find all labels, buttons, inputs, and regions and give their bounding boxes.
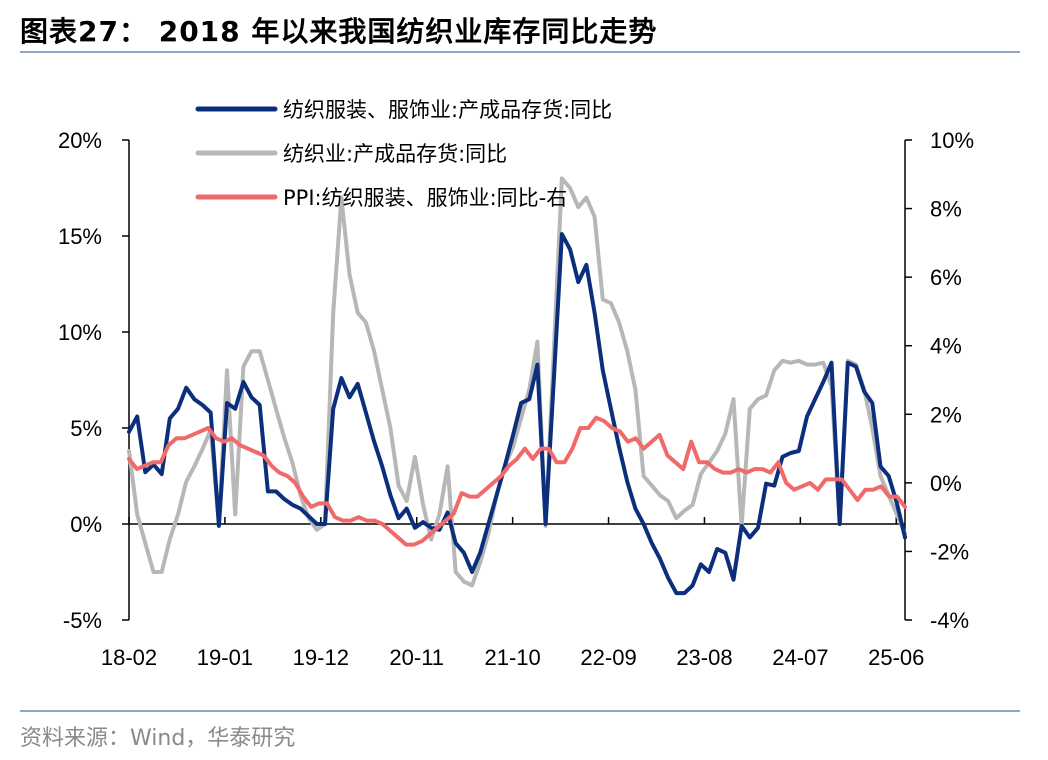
series-line-2 <box>127 176 907 588</box>
source-note: 资料来源：Wind，华泰研究 <box>20 726 296 751</box>
right-tick-label: 4% <box>930 334 962 359</box>
left-tick-label: 20% <box>58 128 102 153</box>
left-tick-label: 5% <box>70 416 102 441</box>
x-tick-label: 21-10 <box>484 645 540 670</box>
series-line-3 <box>127 415 907 547</box>
left-tick-label: 15% <box>58 224 102 249</box>
page-title: 图表27： 2018 年以来我国纺织业库存同比走势 <box>20 15 658 48</box>
left-tick-label: 0% <box>70 512 102 537</box>
right-tick-label: 8% <box>930 197 962 222</box>
left-tick-label: -5% <box>63 608 102 633</box>
right-tick-label: 2% <box>930 402 962 427</box>
x-tick-label: 19-01 <box>197 645 253 670</box>
chart-axes: 20% 15% 10% 5% 0% -5% 10% 8% 6% 4% 2% 0% -2% -4% 18-02… <box>58 128 974 670</box>
left-tick-label: 10% <box>58 320 102 345</box>
x-tick-label: 22-09 <box>580 645 636 670</box>
line-chart: 20% 15% 10% 5% 0% -5% 10% 8% 6% 4% 2% 0% -2% -4% 18-02… <box>58 98 974 670</box>
legend-label-2: 纺织业:产成品存货:同比 <box>283 142 507 166</box>
x-tick-label: 18-02 <box>101 645 157 670</box>
x-tick-label: 25-06 <box>868 645 924 670</box>
x-tick-label: 20-11 <box>389 645 444 670</box>
legend-label-3: PPI:纺织服装、服饰业:同比-右 <box>283 186 567 210</box>
series-line-1 <box>127 232 907 596</box>
right-tick-label: -4% <box>930 608 969 633</box>
right-tick-label: 10% <box>930 128 974 153</box>
right-tick-label: 6% <box>930 265 962 290</box>
x-tick-label: 23-08 <box>676 645 732 670</box>
legend-label-1: 纺织服装、服饰业:产成品存货:同比 <box>283 98 612 122</box>
x-tick-label: 19-12 <box>293 645 349 670</box>
right-tick-label: -2% <box>930 539 969 564</box>
series-layer <box>127 176 907 596</box>
title-divider <box>20 51 1020 53</box>
x-tick-label: 24-07 <box>772 645 828 670</box>
footer-divider <box>20 710 1020 712</box>
right-tick-label: 0% <box>930 471 962 496</box>
